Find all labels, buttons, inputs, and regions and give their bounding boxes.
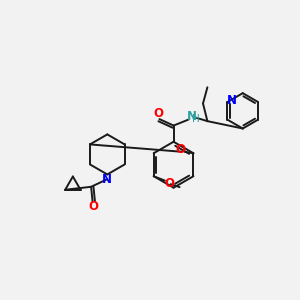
Text: O: O [176, 143, 185, 156]
Text: N: N [226, 94, 237, 107]
Text: N: N [102, 172, 112, 186]
Text: O: O [88, 200, 98, 213]
Text: N: N [187, 110, 197, 123]
Text: O: O [164, 177, 174, 190]
Text: H: H [192, 114, 200, 124]
Text: O: O [153, 107, 163, 120]
